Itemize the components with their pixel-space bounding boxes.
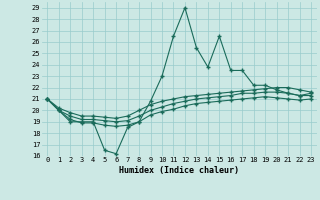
X-axis label: Humidex (Indice chaleur): Humidex (Indice chaleur)	[119, 166, 239, 175]
